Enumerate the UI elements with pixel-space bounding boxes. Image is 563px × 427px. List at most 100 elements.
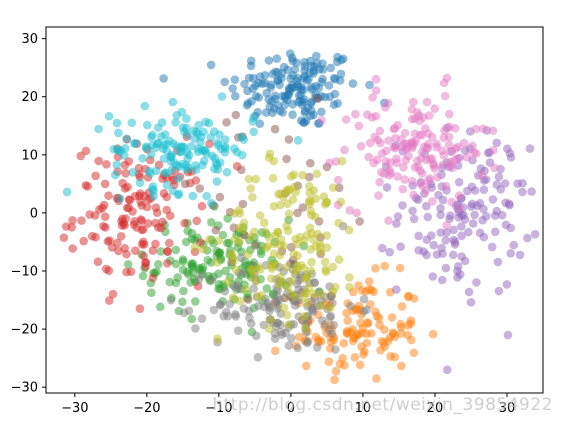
scatter-point — [471, 124, 481, 134]
scatter-point — [305, 188, 315, 198]
scatter-point — [468, 219, 478, 228]
scatter-point — [186, 278, 195, 287]
scatter-point — [389, 142, 398, 152]
scatter-point — [137, 216, 146, 226]
scatter-point — [457, 222, 466, 231]
scatter-point — [409, 190, 418, 200]
x-tick-label: 30 — [499, 401, 516, 416]
scatter-point — [222, 167, 232, 177]
scatter-point — [345, 273, 354, 282]
scatter-point — [523, 233, 532, 243]
scatter-point — [165, 136, 174, 146]
scatter-point — [91, 171, 100, 181]
scatter-point — [149, 192, 158, 201]
scatter-point — [453, 262, 463, 271]
scatter-point — [234, 223, 244, 233]
scatter-point — [249, 284, 258, 293]
scatter-point — [506, 249, 515, 258]
scatter-point — [466, 298, 476, 307]
scatter-point — [232, 147, 242, 157]
scatter-point — [409, 348, 419, 358]
scatter-point — [396, 242, 405, 251]
scatter-point — [442, 228, 452, 237]
scatter-point — [392, 285, 401, 294]
scatter-point — [190, 243, 199, 252]
scatter-point — [322, 231, 332, 240]
scatter-point — [334, 218, 343, 228]
scatter-point — [331, 367, 341, 376]
scatter-point — [304, 283, 314, 293]
scatter-point — [443, 365, 452, 375]
scatter-point — [464, 227, 473, 237]
scatter-point — [364, 152, 374, 162]
scatter-point — [68, 216, 77, 225]
scatter-point — [282, 185, 292, 195]
scatter-point — [374, 191, 383, 200]
scatter-point — [470, 210, 479, 220]
scatter-point — [300, 62, 310, 71]
scatter-point — [284, 135, 294, 144]
scatter-point — [197, 201, 207, 211]
scatter-point — [441, 263, 451, 273]
scatter-point — [231, 110, 241, 120]
scatter-point — [298, 170, 307, 180]
scatter-point — [446, 147, 455, 156]
scatter-point — [329, 320, 339, 330]
scatter-point — [442, 73, 452, 83]
scatter-point — [307, 229, 316, 238]
scatter-point — [413, 156, 422, 166]
scatter-point — [463, 186, 472, 196]
scatter-point — [178, 255, 188, 264]
scatter-point — [108, 289, 118, 299]
scatter-point — [284, 320, 294, 330]
scatter-point — [292, 265, 302, 274]
scatter-point — [448, 250, 458, 260]
scatter-point — [192, 216, 201, 226]
scatter-point — [157, 118, 167, 127]
scatter-point — [283, 282, 293, 292]
scatter-point — [370, 132, 380, 142]
scatter-point — [445, 109, 454, 119]
scatter-point — [447, 197, 457, 207]
scatter-point — [356, 141, 366, 151]
scatter-point — [159, 154, 169, 164]
scatter-point — [496, 185, 506, 194]
scatter-point — [317, 116, 326, 125]
scatter-point — [334, 255, 344, 264]
scatter-point — [330, 375, 339, 385]
scatter-point — [439, 133, 449, 142]
y-tick-label: −30 — [11, 381, 38, 396]
scatter-point — [131, 246, 140, 255]
scatter-point — [375, 126, 385, 136]
scatter-point — [344, 225, 354, 235]
scatter-point — [271, 231, 280, 240]
scatter-point — [304, 181, 314, 191]
scatter-point — [450, 124, 460, 133]
scatter-point — [490, 163, 499, 173]
scatter-point — [397, 322, 406, 332]
scatter-point — [448, 163, 457, 173]
scatter-point — [147, 132, 156, 142]
scatter-point — [246, 56, 256, 66]
scatter-point — [316, 290, 326, 299]
scatter-point — [399, 163, 408, 172]
scatter-point — [243, 295, 253, 304]
scatter-point — [494, 172, 504, 182]
y-tick-label: −10 — [11, 265, 38, 280]
scatter-point — [298, 203, 308, 212]
scatter-point — [174, 189, 184, 199]
scatter-point — [275, 251, 285, 260]
scatter-point — [454, 191, 464, 200]
scatter-point — [193, 281, 203, 291]
scatter-point — [306, 56, 315, 66]
scatter-point — [415, 130, 425, 140]
scatter-point — [251, 174, 261, 184]
scatter-point — [273, 68, 283, 77]
scatter-point — [198, 160, 207, 170]
scatter-point — [241, 285, 250, 295]
scatter-point — [194, 275, 204, 284]
scatter-point — [265, 102, 275, 111]
scatter-point — [147, 288, 156, 298]
scatter-point — [174, 174, 183, 183]
scatter-point — [318, 59, 327, 68]
